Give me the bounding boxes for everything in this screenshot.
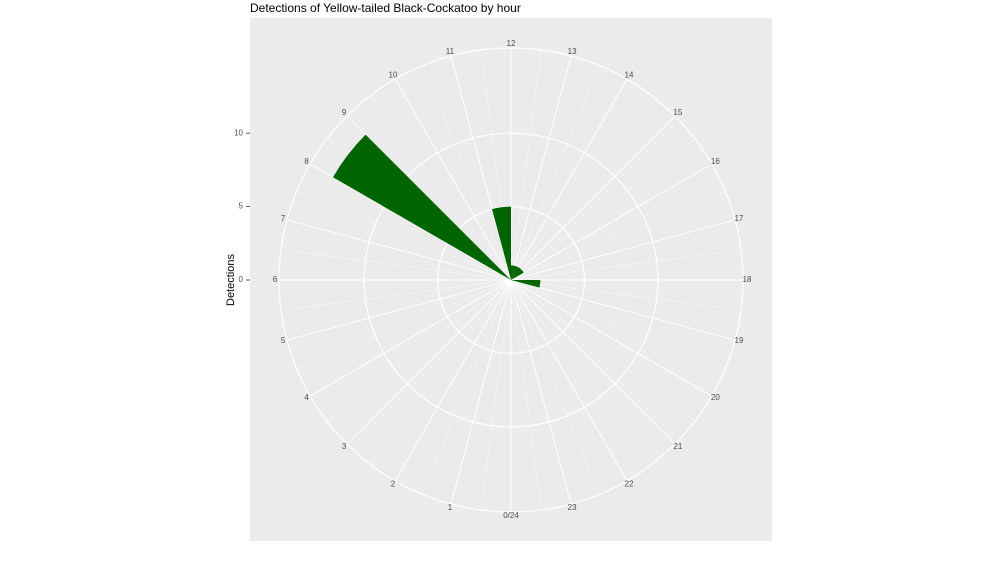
bar: [491, 206, 511, 280]
minor-grid-line: [369, 279, 512, 465]
bar: [511, 265, 519, 280]
x-grid-line: [510, 55, 572, 281]
minor-grid-line: [510, 279, 726, 370]
x-grid-line: [510, 78, 628, 281]
minor-grid-line: [510, 279, 542, 511]
chart-title: Detections of Yellow-tailed Black-Cockat…: [250, 1, 521, 15]
x-tick-label: 17: [735, 214, 744, 223]
x-tick-label: 20: [711, 393, 720, 402]
x-tick-label: 11: [446, 47, 455, 56]
x-grid-line: [394, 279, 512, 482]
y-tick-label: 5: [239, 202, 244, 211]
minor-grid-line: [280, 249, 512, 281]
minor-grid-line: [421, 279, 512, 495]
minor-grid-line: [280, 279, 512, 311]
y-grid-circle: [363, 132, 659, 428]
x-tick-label: 14: [625, 71, 634, 80]
x-grid-line: [510, 219, 736, 281]
x-tick-label: 3: [342, 442, 347, 451]
x-tick-label: 4: [304, 393, 309, 402]
x-tick-label: 22: [625, 479, 634, 488]
x-grid-line: [309, 279, 512, 397]
x-grid-line: [510, 279, 736, 341]
x-grid-line: [510, 279, 628, 482]
x-grid-line: [450, 279, 512, 505]
minor-grid-line: [296, 190, 512, 281]
x-tick-label: 6: [273, 275, 278, 284]
bar: [511, 267, 522, 280]
x-tick-label: 5: [281, 336, 286, 345]
x-tick-label: 2: [391, 479, 396, 488]
x-tick-label: 16: [711, 157, 720, 166]
x-tick-label: 7: [281, 214, 286, 223]
x-grid-line: [510, 163, 713, 281]
x-tick-label: 21: [673, 442, 682, 451]
minor-grid-line: [510, 279, 742, 311]
bar: [332, 134, 511, 280]
x-tick-label: 23: [568, 503, 577, 512]
minor-grid-line: [510, 249, 742, 281]
minor-grid-line: [510, 95, 653, 281]
bar: [511, 269, 524, 280]
x-tick-label: 15: [673, 108, 682, 117]
x-grid-line: [510, 115, 676, 281]
minor-grid-line: [510, 279, 696, 422]
y-axis-label: Detections: [225, 254, 237, 306]
x-grid-line: [510, 279, 676, 445]
minor-grid-line: [326, 279, 512, 422]
x-grid-line: [510, 279, 713, 397]
x-tick-label: 8: [304, 157, 309, 166]
x-tick-label: 1: [448, 503, 453, 512]
x-tick-label: 10: [389, 71, 398, 80]
x-tick-label: 19: [735, 336, 744, 345]
minor-grid-line: [480, 279, 512, 511]
y-tick-label: 0: [239, 275, 244, 284]
x-tick-label: 0/24: [503, 511, 519, 520]
minor-grid-line: [510, 279, 601, 495]
minor-grid-line: [510, 49, 542, 281]
x-grid-line: [286, 279, 512, 341]
minor-grid-line: [510, 65, 601, 281]
minor-grid-line: [421, 65, 512, 281]
x-tick-label: 18: [743, 275, 752, 284]
minor-grid-line: [369, 95, 512, 281]
x-tick-label: 9: [342, 108, 347, 117]
x-tick-label: 12: [507, 39, 516, 48]
bar: [511, 265, 515, 280]
x-grid-line: [510, 279, 572, 505]
x-tick-label: 13: [568, 47, 577, 56]
y-tick-label: 10: [234, 128, 243, 137]
x-grid-line: [346, 279, 512, 445]
minor-grid-line: [510, 138, 696, 281]
x-grid-line: [286, 219, 512, 281]
bar: [511, 280, 541, 288]
minor-grid-line: [296, 279, 512, 370]
minor-grid-line: [510, 190, 726, 281]
x-grid-line: [394, 78, 512, 281]
minor-grid-line: [510, 279, 653, 465]
